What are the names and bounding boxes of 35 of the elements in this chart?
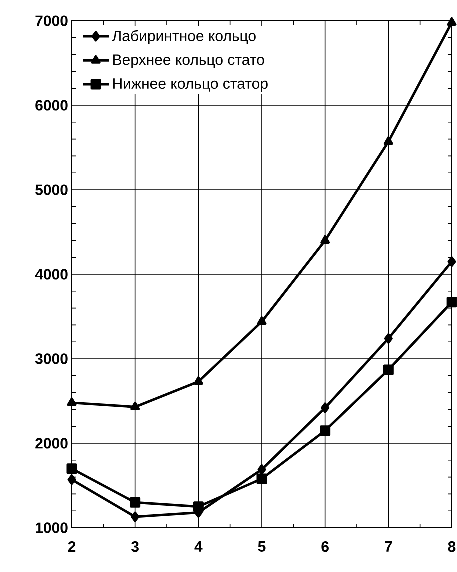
y-tick-label: 5000 bbox=[36, 184, 68, 196]
point bbox=[257, 316, 267, 326]
point bbox=[320, 235, 330, 244]
point bbox=[384, 136, 394, 146]
x-tick-label: 4 bbox=[194, 542, 203, 552]
y-tick-label: 3000 bbox=[35, 354, 68, 364]
x-tick-label: 8 bbox=[448, 542, 456, 552]
y-tick-label: 1000 bbox=[36, 522, 68, 534]
legend-label: Верхнее кольцо стато bbox=[114, 54, 264, 68]
point bbox=[66, 464, 78, 474]
point bbox=[383, 364, 394, 376]
x-tick-label: 7 bbox=[385, 542, 392, 552]
point bbox=[194, 376, 204, 386]
point bbox=[256, 474, 268, 484]
y-tick-label: 2000 bbox=[36, 438, 68, 449]
y-tick-label: 4000 bbox=[35, 269, 68, 280]
x-tick-label: 6 bbox=[322, 542, 329, 552]
x-tick-label: 3 bbox=[132, 542, 139, 552]
point bbox=[130, 402, 140, 410]
point bbox=[384, 333, 393, 344]
y-tick-label: 6000 bbox=[36, 100, 68, 111]
point bbox=[320, 426, 331, 436]
point bbox=[193, 502, 204, 512]
point bbox=[130, 497, 141, 508]
legend-label: Нижнее кольцо статор bbox=[114, 78, 268, 92]
point bbox=[68, 474, 76, 486]
point bbox=[131, 512, 140, 522]
x-tick-label: 2 bbox=[68, 542, 76, 552]
point bbox=[321, 402, 330, 414]
point bbox=[67, 398, 77, 406]
y-tick-label: 7000 bbox=[36, 16, 68, 26]
legend-label: Лабиринтное кольцо bbox=[112, 30, 256, 44]
point bbox=[448, 256, 456, 268]
x-tick-label: 5 bbox=[258, 542, 266, 552]
point bbox=[258, 464, 266, 475]
